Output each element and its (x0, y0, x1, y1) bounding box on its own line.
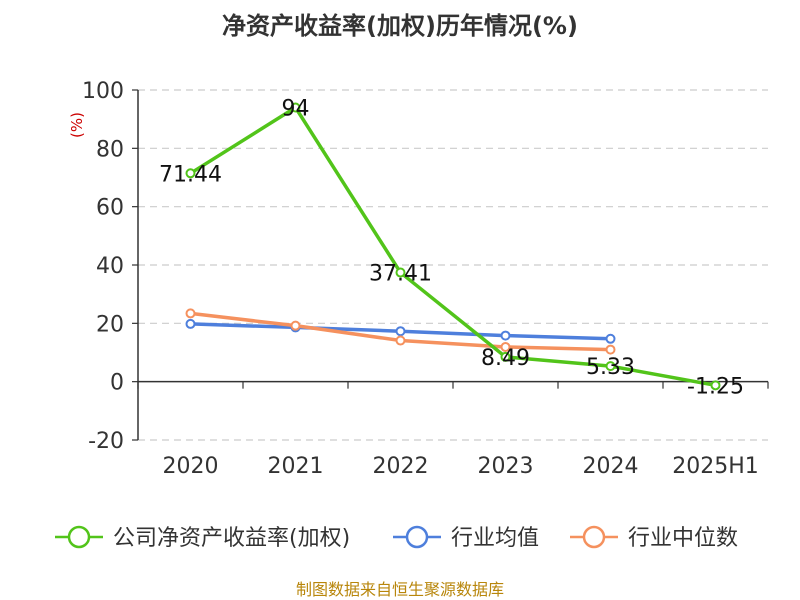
data-source-note: 制图数据来自恒生聚源数据库 (296, 580, 504, 599)
x-tick-labels: 2020 2021 2022 2023 2024 2025H1 (163, 454, 759, 479)
y-axis-unit-label: (%) (68, 112, 86, 138)
legend-marker (67, 525, 91, 549)
data-point-1 (605, 333, 616, 344)
y-tick-label: -20 (88, 429, 124, 454)
data-label: 8.49 (481, 346, 530, 371)
data-point-0 (605, 361, 616, 372)
data-label: 71.44 (159, 162, 222, 187)
series-line-0 (189, 105, 716, 388)
y-tick-label: 80 (96, 137, 124, 162)
legend-item-0[interactable]: 公司净资产收益率(加权) (55, 525, 350, 551)
data-labels: 71.44 94 37.41 8.49 5.33 -1.25 (159, 97, 744, 400)
data-point-1 (500, 330, 511, 341)
x-tick-label: 2021 (268, 454, 324, 479)
series-lines (185, 102, 721, 391)
y-tick-label: 100 (82, 79, 124, 104)
data-point-0 (500, 351, 511, 362)
legend[interactable]: 公司净资产收益率(加权) 行业均值 行业中位数 (55, 525, 738, 551)
data-point-0 (710, 380, 721, 391)
data-point-2 (185, 308, 196, 319)
axes (137, 90, 769, 440)
data-label: 94 (282, 97, 310, 122)
x-tick-label: 2022 (373, 454, 429, 479)
data-point-0 (290, 102, 301, 113)
data-point-1 (185, 318, 196, 329)
legend-item-2[interactable]: 行业中位数 (570, 525, 738, 551)
x-tick-label: 2020 (163, 454, 219, 479)
legend-marker (582, 525, 606, 549)
y-tick-label: 20 (96, 312, 124, 337)
x-tick-label: 2025H1 (672, 454, 759, 479)
data-point-2 (290, 320, 301, 331)
y-tick-label: 40 (96, 254, 124, 279)
x-tick-label: 2023 (478, 454, 534, 479)
data-point-2 (500, 341, 511, 352)
data-point-0 (395, 267, 406, 278)
data-point-2 (605, 344, 616, 355)
legend-label: 行业均值 (451, 526, 539, 551)
data-point-0 (185, 168, 196, 179)
legend-label: 公司净资产收益率(加权) (113, 526, 350, 551)
gridlines (132, 89, 768, 441)
x-tick-label: 2024 (583, 454, 639, 479)
data-label: 5.33 (586, 355, 635, 380)
data-label: -1.25 (687, 374, 744, 399)
chart-title: 净资产收益率(加权)历年情况(%) (222, 12, 578, 40)
y-tick-label: 0 (110, 371, 124, 396)
data-point-2 (395, 335, 406, 346)
y-tick-labels: 100 80 60 40 20 0 -20 (82, 79, 124, 454)
legend-marker (405, 525, 429, 549)
data-point-1 (395, 326, 406, 337)
legend-label: 行业中位数 (628, 526, 738, 551)
data-label: 37.41 (369, 262, 432, 287)
legend-item-1[interactable]: 行业均值 (393, 525, 539, 551)
y-tick-label: 60 (96, 196, 124, 221)
